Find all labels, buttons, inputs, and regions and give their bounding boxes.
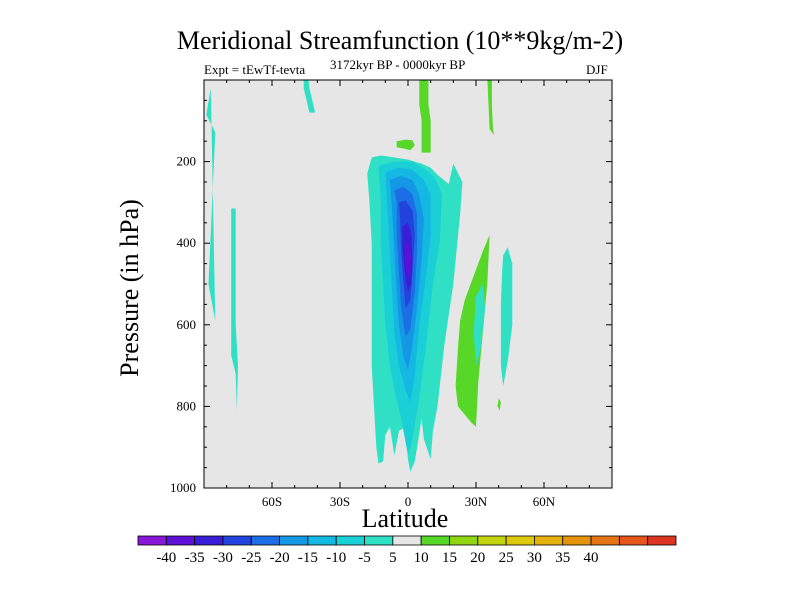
colorbar-label: 5 (389, 550, 397, 566)
contour-region--40 (404, 243, 411, 278)
chart-title: Meridional Streamfunction (10**9kg/m-2) (176, 26, 624, 55)
colorbar-swatch (165, 535, 196, 546)
colorbar-swatch (392, 535, 422, 546)
contour-region-5 (497, 398, 501, 411)
colorbar-swatch (222, 535, 252, 546)
colorbar-swatch (477, 535, 507, 546)
colorbar-swatch (194, 535, 224, 546)
colorbar-label: -15 (298, 550, 318, 566)
colorbar-label: 15 (442, 550, 457, 566)
contour-region--5 (231, 208, 238, 411)
y-tick-label: 600 (177, 317, 197, 332)
x-tick-label: 60N (533, 494, 556, 509)
colorbar-label: -30 (213, 550, 233, 566)
contour-region-5 (455, 235, 490, 427)
contour-region--5 (303, 80, 316, 113)
colorbar-swatch (420, 535, 450, 546)
contour-region--5 (473, 284, 486, 366)
contour-region-5 (487, 80, 495, 136)
colorbar-swatch (534, 535, 564, 546)
colorbar-swatch (449, 535, 479, 546)
x-tick-label: 30N (465, 494, 488, 509)
contour-region-5 (396, 139, 415, 151)
y-tick-label: 800 (177, 398, 197, 413)
colorbar-label: -5 (358, 550, 371, 566)
x-tick-label: 0 (405, 494, 412, 509)
colorbar-swatch (647, 535, 677, 546)
contour-regions (206, 80, 513, 472)
x-axis-label: Latitude (361, 504, 449, 533)
season-label: DJF (586, 62, 608, 77)
colorbar-swatch (590, 535, 620, 546)
y-tick-label: 400 (177, 235, 197, 250)
colorbar-swatch (562, 535, 592, 546)
colorbar-swatch (250, 535, 280, 546)
colorbar-swatch (505, 535, 535, 546)
contour-region--5 (206, 88, 216, 321)
colorbar-label: -20 (270, 550, 290, 566)
colorbar-label: -10 (326, 550, 346, 566)
colorbar-label: -25 (241, 550, 261, 566)
colorbar-label: -35 (185, 550, 205, 566)
y-tick-label: 200 (177, 154, 197, 169)
colorbar-label: 20 (470, 550, 485, 566)
x-tick-label: 60S (262, 494, 282, 509)
colorbar-label: 25 (499, 550, 514, 566)
colorbar-swatch (618, 535, 649, 546)
period-label: 3172kyr BP - 0000kyr BP (330, 57, 466, 72)
colorbar-label: 10 (414, 550, 429, 566)
colorbar-swatch (335, 535, 365, 546)
colorbar-label: 30 (527, 550, 542, 566)
colorbar-swatch (307, 535, 337, 546)
contour-region-5 (419, 80, 431, 153)
experiment-label: Expt = tEwTf-tevta (204, 62, 306, 77)
colorbar-label: 40 (584, 550, 599, 566)
colorbar-swatch (364, 535, 394, 546)
colorbar-swatch (137, 535, 167, 546)
x-tick-label: 30S (330, 494, 350, 509)
contour-region--5 (500, 247, 513, 386)
y-tick-label: 1000 (170, 480, 196, 495)
colorbar-label: 35 (555, 550, 570, 566)
colorbar-swatch (279, 535, 309, 546)
colorbar-label: -40 (156, 550, 176, 566)
